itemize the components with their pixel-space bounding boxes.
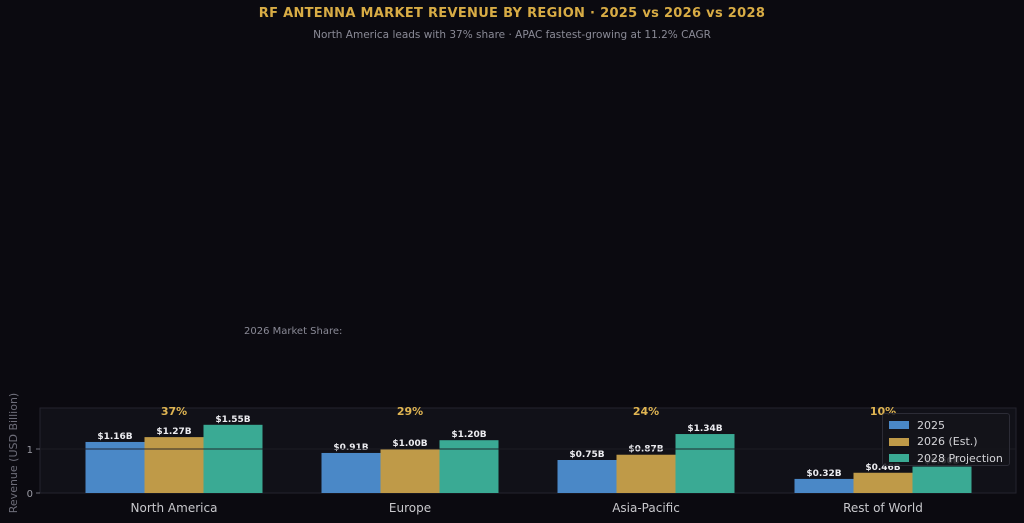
legend-swatch [889,437,909,446]
x-tick-label: North America [131,501,218,515]
bar-value-label: $0.87B [628,445,663,455]
legend-label: 2025 [917,418,945,432]
bar-value-label: $1.34B [687,424,722,434]
bar [439,440,499,493]
bar-value-label: $1.16B [97,432,132,442]
bar [912,466,972,493]
bar [203,424,263,493]
bar [321,452,381,493]
market-share-label: 37% [161,405,187,418]
bar-value-label: $0.91B [333,443,368,453]
market-share-label: 24% [633,405,659,418]
bar [675,434,735,493]
bar [557,460,617,493]
chart-title: RF ANTENNA MARKET REVENUE BY REGION · 20… [258,6,766,21]
bar-value-label: $0.75B [569,450,604,460]
bar [853,472,913,493]
bar-value-label: $1.20B [451,430,486,440]
legend-item-2025: 2025 [889,417,1009,434]
x-tick-label: Rest of World [843,501,923,515]
bar [794,478,854,493]
bar [380,449,440,493]
bar-value-label: $1.00B [392,439,427,449]
bar-value-label: $0.32B [806,469,841,479]
x-tick-label: Asia-Pacific [612,501,680,515]
legend-label: 2028 Projection [917,451,1003,465]
legend-item-2026: 2026 (Est.) [889,434,1009,451]
chart-subtitle: North America leads with 37% share · APA… [313,29,711,41]
market-share-label: 29% [397,405,423,418]
bar-value-label: $1.55B [215,415,250,425]
y-tick-label: 1 [27,445,33,456]
bar-value-label: $0.46B [865,463,900,473]
bar [144,437,204,493]
bar [616,454,676,493]
legend-label: 2026 (Est.) [917,435,978,449]
chart-legend: 2025 2026 (Est.) 2028 Projection [882,413,1010,466]
market-share-caption: 2026 Market Share: [244,326,343,337]
bar [85,441,145,493]
legend-swatch [889,421,909,430]
x-tick-label: Europe [389,501,431,515]
y-axis-label: Revenue (USD Billion) [7,393,20,513]
legend-item-2028: 2028 Projection [889,450,1009,467]
y-tick-label: 0 [27,489,33,500]
legend-swatch [889,454,909,463]
bar-value-label: $1.27B [156,427,191,437]
